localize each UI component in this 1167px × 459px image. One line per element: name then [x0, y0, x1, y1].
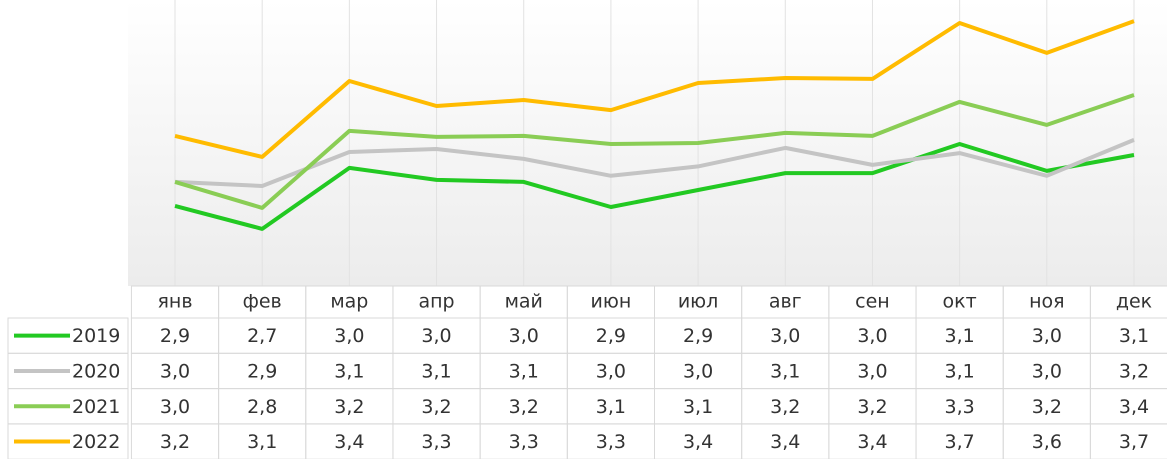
data-label: 3,0 [1032, 360, 1062, 382]
data-label: 3,2 [509, 396, 539, 418]
series-line [174, 93, 1135, 210]
data-label: 3,0 [421, 325, 451, 347]
x-tick-label: дек [1116, 291, 1152, 313]
data-label: 3,1 [596, 396, 626, 418]
data-label: 3,1 [509, 360, 539, 382]
data-label: 3,0 [683, 360, 713, 382]
data-label: 3,0 [509, 325, 539, 347]
data-label: 3,1 [421, 360, 451, 382]
data-label: 2,9 [596, 325, 626, 347]
data-label: 3,1 [683, 396, 713, 418]
data-label: 3,0 [160, 360, 190, 382]
data-label: 3,1 [770, 360, 800, 382]
data-label: 3,0 [334, 325, 364, 347]
data-label: 3,1 [334, 360, 364, 382]
legend-label: 2021 [72, 396, 120, 418]
series-line [174, 142, 1135, 231]
data-label: 3,3 [596, 431, 626, 453]
data-label: 2,9 [247, 360, 277, 382]
legend-cell [7, 423, 129, 459]
data-label: 3,2 [160, 431, 190, 453]
data-label: 3,1 [945, 325, 975, 347]
x-tick-label: сен [855, 291, 890, 313]
data-label: 3,2 [421, 396, 451, 418]
x-tick-label: авг [769, 291, 802, 313]
series-line [174, 138, 1135, 188]
data-label: 2,9 [160, 325, 190, 347]
x-tick-label: июн [591, 291, 632, 313]
data-label: 3,4 [683, 431, 713, 453]
data-label: 3,4 [1119, 396, 1149, 418]
data-label: 3,0 [1032, 325, 1062, 347]
x-tick-label: апр [418, 291, 454, 313]
data-label: 3,4 [857, 431, 887, 453]
data-label: 3,2 [857, 396, 887, 418]
x-tick-label: окт [943, 291, 977, 313]
x-tick-label: ноя [1029, 291, 1064, 313]
data-label: 3,0 [857, 360, 887, 382]
x-tick-label: июл [678, 291, 719, 313]
legend-label: 2020 [72, 360, 120, 382]
x-tick-label: янв [157, 291, 192, 313]
data-label: 3,2 [1119, 360, 1149, 382]
data-label: 3,7 [1119, 431, 1149, 453]
x-tick-label: май [505, 291, 543, 313]
data-label: 2,7 [247, 325, 277, 347]
data-label: 3,2 [334, 396, 364, 418]
data-label: 3,7 [945, 431, 975, 453]
data-label: 3,0 [770, 325, 800, 347]
data-label: 2,9 [683, 325, 713, 347]
data-label: 3,2 [770, 396, 800, 418]
data-label: 2,8 [247, 396, 277, 418]
data-label: 3,1 [247, 431, 277, 453]
data-label: 3,4 [334, 431, 364, 453]
data-label: 3,0 [160, 396, 190, 418]
data-label: 3,0 [596, 360, 626, 382]
data-label: 3,3 [509, 431, 539, 453]
legend-label: 2022 [72, 431, 120, 453]
data-label: 3,3 [421, 431, 451, 453]
data-label: 3,0 [857, 325, 887, 347]
data-label: 3,1 [1119, 325, 1149, 347]
table-cell [1089, 423, 1167, 459]
data-label: 3,3 [945, 396, 975, 418]
legend-label: 2019 [72, 325, 120, 347]
data-label: 3,2 [1032, 396, 1062, 418]
x-tick-label: мар [330, 291, 368, 313]
data-label: 3,1 [945, 360, 975, 382]
x-tick-label: фев [243, 291, 282, 313]
data-label: 3,4 [770, 431, 800, 453]
data-label: 3,6 [1032, 431, 1062, 453]
series-line [174, 19, 1135, 159]
